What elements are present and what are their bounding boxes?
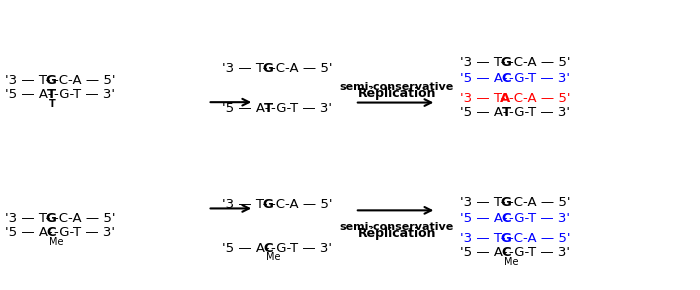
Text: '3 — T-: '3 — T- [5, 211, 50, 224]
Text: C: C [501, 211, 511, 224]
Text: '5 — A-: '5 — A- [460, 106, 508, 119]
Text: '5 — A-: '5 — A- [222, 102, 270, 115]
Text: '3 — T-: '3 — T- [460, 92, 505, 104]
Text: C: C [46, 226, 56, 240]
Text: G: G [262, 198, 273, 211]
Text: T: T [48, 99, 55, 109]
Text: -C-A — 5': -C-A — 5' [509, 231, 570, 244]
Text: A: A [500, 92, 510, 104]
Text: -G-T — 3': -G-T — 3' [271, 102, 332, 115]
Text: Réplication: Réplication [358, 87, 436, 100]
Text: G: G [46, 211, 56, 224]
Text: '5 — A-: '5 — A- [5, 88, 52, 102]
Text: T: T [46, 88, 55, 102]
Text: -C-A — 5': -C-A — 5' [509, 197, 570, 209]
Text: -G-T — 3': -G-T — 3' [509, 211, 570, 224]
Text: '5 — A-: '5 — A- [460, 72, 508, 84]
Text: Réplication: Réplication [358, 227, 436, 240]
Text: -G-T — 3': -G-T — 3' [54, 226, 116, 240]
Text: Me: Me [266, 252, 280, 262]
Text: C: C [263, 242, 273, 255]
Text: '3 — T-: '3 — T- [5, 73, 50, 86]
Text: '3 — T-: '3 — T- [222, 198, 267, 211]
Text: '5 — A-: '5 — A- [460, 246, 508, 260]
Text: T: T [501, 106, 510, 119]
Text: G: G [262, 61, 273, 75]
Text: -C-A — 5': -C-A — 5' [271, 61, 332, 75]
Text: '5 — A-: '5 — A- [5, 226, 52, 240]
Text: G: G [500, 231, 511, 244]
Text: -C-A — 5': -C-A — 5' [54, 211, 116, 224]
Text: C: C [501, 246, 511, 260]
Text: -C-A — 5': -C-A — 5' [509, 92, 570, 104]
Text: -C-A — 5': -C-A — 5' [54, 73, 116, 86]
Text: semi-conservative: semi-conservative [340, 222, 454, 232]
Text: Me: Me [49, 237, 63, 247]
Text: '3 — T-: '3 — T- [460, 197, 505, 209]
Text: -G-T — 3': -G-T — 3' [509, 106, 570, 119]
Text: G: G [500, 197, 511, 209]
Text: '5 — A-: '5 — A- [460, 211, 508, 224]
Text: G: G [46, 73, 56, 86]
Text: -G-T — 3': -G-T — 3' [54, 88, 115, 102]
Text: T: T [263, 102, 272, 115]
Text: -G-T — 3': -G-T — 3' [509, 72, 570, 84]
Text: G: G [500, 57, 511, 70]
Text: -G-T — 3': -G-T — 3' [271, 242, 332, 255]
Text: semi-conservative: semi-conservative [340, 82, 454, 92]
Text: Me: Me [504, 257, 518, 267]
Text: '5 — A-: '5 — A- [222, 242, 270, 255]
Text: -G-T — 3': -G-T — 3' [509, 246, 570, 260]
Text: C: C [501, 72, 511, 84]
Text: '3 — T-: '3 — T- [460, 57, 505, 70]
Text: '3 — T-: '3 — T- [460, 231, 505, 244]
Text: -C-A — 5': -C-A — 5' [509, 57, 570, 70]
Text: -C-A — 5': -C-A — 5' [271, 198, 332, 211]
Text: '3 — T-: '3 — T- [222, 61, 267, 75]
